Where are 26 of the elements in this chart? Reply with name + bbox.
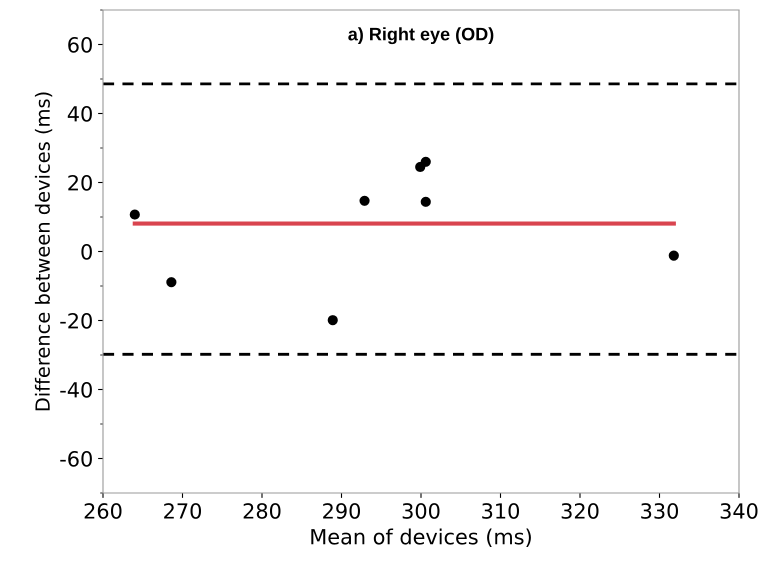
y-axis-title: Difference between devices (ms) (34, 92, 52, 410)
x-axis-title: Mean of devices (ms) (311, 528, 531, 548)
x-tick-label: 320 (562, 503, 598, 519)
point (420, 156, 431, 167)
x-tick-label: 310 (482, 503, 519, 519)
x-tick-label: 260 (84, 503, 122, 519)
point (328, 315, 338, 326)
point (359, 196, 370, 206)
y-tick-label: 60 (68, 36, 92, 53)
point (668, 250, 679, 261)
x-tick-label: 290 (323, 503, 360, 519)
x-tick-label: 340 (720, 503, 758, 519)
y-tick-label: -20 (60, 312, 92, 329)
point (420, 196, 431, 207)
text: a) Right eye (OD) (348, 27, 494, 44)
point (130, 210, 140, 220)
x-tick-label: 270 (164, 503, 201, 519)
y-tick-label: 40 (68, 106, 92, 122)
y-tick-label: 0 (81, 244, 92, 260)
y-tick-label: -40 (60, 382, 92, 398)
point (166, 277, 176, 288)
y-tick-label: 20 (68, 174, 92, 191)
y-tick-label: -60 (60, 450, 92, 467)
x-tick-label: 330 (641, 503, 678, 519)
x-tick-label: 300 (402, 503, 440, 519)
x-tick-label: 280 (244, 503, 280, 519)
